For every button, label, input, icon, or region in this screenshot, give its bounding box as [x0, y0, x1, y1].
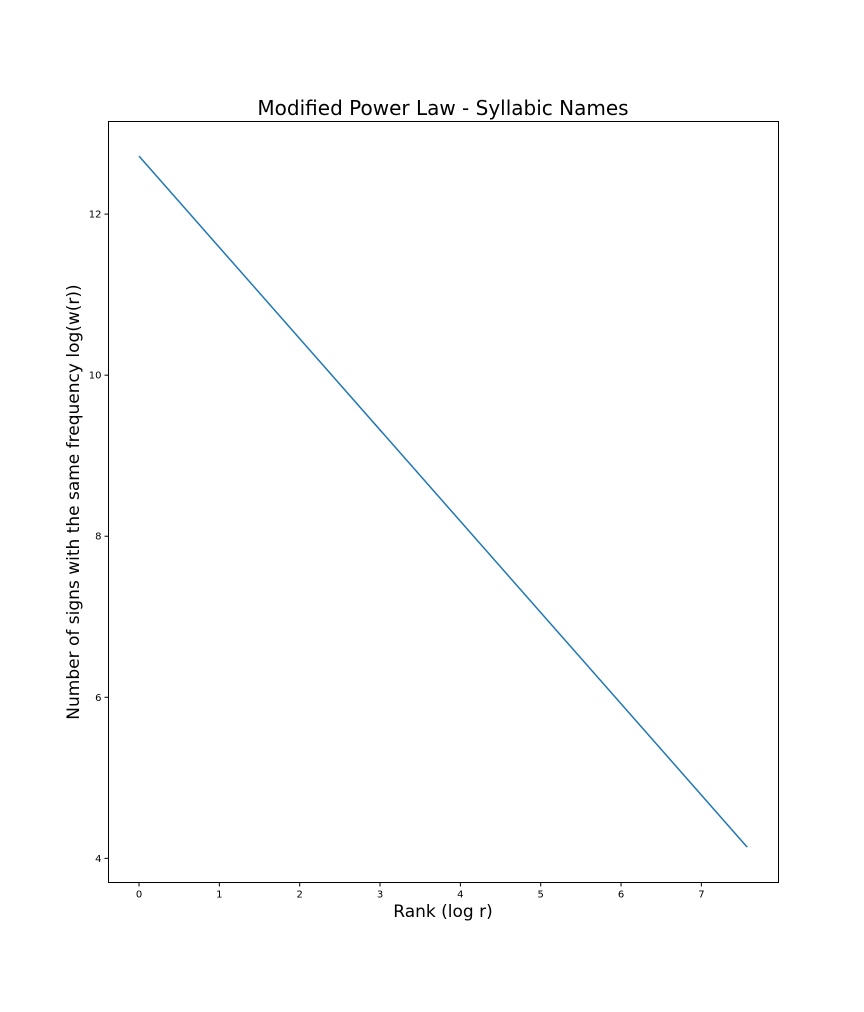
plot-area-frame	[108, 121, 779, 883]
y-tick-label: 6	[95, 693, 101, 704]
y-tick-label: 12	[89, 210, 102, 221]
x-axis-label: Rank (log r)	[393, 902, 492, 922]
x-tick-label: 3	[377, 890, 383, 901]
x-tick-label: 0	[136, 890, 142, 901]
x-tick-label: 1	[216, 890, 222, 901]
series-line	[138, 155, 748, 848]
x-tick-label: 7	[698, 890, 704, 901]
y-tick-label: 4	[95, 854, 101, 865]
y-axis-label: Number of signs with the same frequency …	[64, 284, 84, 719]
y-tick-label: 8	[95, 532, 101, 543]
x-tick-label: 4	[457, 890, 463, 901]
x-axis-ticks: 0 1 2 3 4 5 6 7	[136, 882, 705, 901]
x-tick-label: 5	[538, 890, 544, 901]
x-tick-label: 2	[297, 890, 303, 901]
series-layer	[138, 155, 748, 848]
y-tick-label: 10	[89, 371, 102, 382]
chart-title: Modified Power Law - Syllabic Names	[257, 96, 628, 120]
x-tick-label: 6	[618, 890, 624, 901]
y-axis-ticks: 4 6 8 10 12	[89, 210, 109, 865]
